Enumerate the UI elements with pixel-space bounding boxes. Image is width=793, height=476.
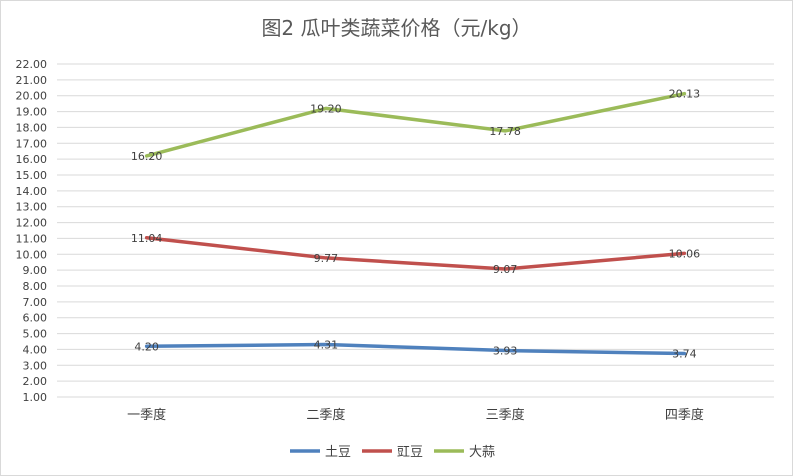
- data-label: 19.20: [310, 102, 342, 115]
- data-label: 20.13: [669, 88, 701, 101]
- data-label: 10.06: [669, 247, 701, 260]
- y-tick-label: 4.00: [23, 343, 48, 356]
- y-tick-label: 1.00: [23, 391, 48, 404]
- y-tick-label: 6.00: [23, 312, 48, 325]
- y-tick-label: 3.00: [23, 359, 48, 372]
- legend-label: 豇豆: [397, 445, 423, 460]
- y-tick-label: 5.00: [23, 328, 48, 341]
- y-tick-label: 7.00: [23, 296, 48, 309]
- data-label: 4.31: [314, 339, 339, 352]
- legend-label: 大蒜: [469, 445, 495, 460]
- y-tick-label: 12.00: [16, 217, 48, 230]
- y-tick-label: 8.00: [23, 280, 48, 293]
- series-line-2: [144, 236, 687, 271]
- data-label: 16.20: [131, 150, 163, 163]
- data-label: 3.74: [672, 348, 697, 361]
- data-label: 3.93: [493, 345, 518, 358]
- y-tick-label: 9.00: [23, 264, 48, 277]
- y-tick-label: 17.00: [16, 137, 48, 150]
- y-tick-label: 18.00: [16, 121, 48, 134]
- y-tick-label: 10.00: [16, 248, 48, 261]
- data-label: 4.20: [134, 340, 159, 353]
- y-tick-label: 22.00: [16, 58, 48, 71]
- x-tick-label: 一季度: [127, 407, 166, 423]
- legend-label: 土豆: [325, 445, 351, 460]
- y-tick-label: 19.00: [16, 106, 48, 119]
- data-label: 9.77: [314, 252, 339, 265]
- y-tick-label: 21.00: [16, 74, 48, 87]
- y-tick-label: 16.00: [16, 153, 48, 166]
- series-line-1: [144, 342, 687, 356]
- data-label: 9.07: [493, 263, 518, 276]
- y-tick-label: 20.00: [16, 90, 48, 103]
- y-tick-label: 11.00: [16, 232, 48, 245]
- x-tick-label: 三季度: [486, 407, 525, 423]
- chart-title: 图2 瓜叶类蔬菜价格（元/kg）: [261, 16, 532, 40]
- data-label: 11.04: [131, 232, 163, 245]
- y-tick-label: 2.00: [23, 375, 48, 388]
- y-tick-label: 14.00: [16, 185, 48, 198]
- x-tick-label: 四季度: [665, 407, 704, 423]
- x-tick-label: 二季度: [306, 407, 345, 423]
- y-tick-label: 13.00: [16, 201, 48, 214]
- data-label: 17.78: [489, 125, 521, 138]
- series-line-3: [144, 91, 687, 158]
- y-tick-label: 15.00: [16, 169, 48, 182]
